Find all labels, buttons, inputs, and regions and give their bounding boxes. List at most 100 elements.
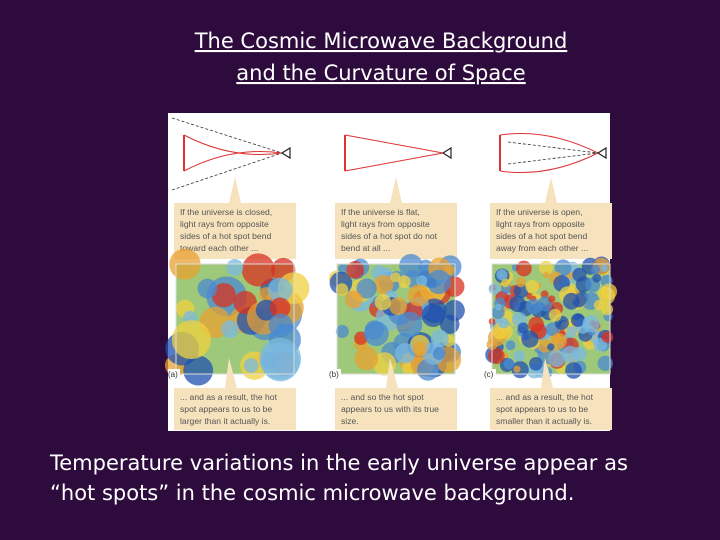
cmb-spot	[335, 283, 349, 296]
caption-text: sides of a hot spot do not	[341, 231, 438, 241]
cmb-spot	[491, 306, 505, 320]
cmb-spot	[426, 269, 452, 295]
cmb-spot	[432, 347, 446, 360]
cmb-spot	[513, 365, 521, 373]
cmb-spot	[540, 290, 549, 299]
cmb-map-frame	[491, 263, 611, 375]
caption-text: appears to us with its true	[341, 404, 439, 414]
cmb-spot	[407, 284, 430, 307]
cmb-spot	[501, 278, 510, 288]
slide-footer: Temperature variations in the early univ…	[49, 451, 628, 475]
apparent-ray	[171, 152, 283, 191]
caption-text: light rays from opposite	[341, 219, 430, 229]
cmb-spot	[243, 358, 259, 373]
cmb-spot	[338, 263, 349, 275]
cmb-spot	[550, 332, 567, 349]
cmb-spot	[226, 259, 244, 277]
cmb-spot	[570, 313, 585, 327]
cmb-spot	[356, 278, 377, 299]
caption-box	[174, 177, 296, 259]
caption-text: smaller than it actually is.	[496, 416, 592, 426]
cmb-map-frame	[175, 263, 295, 375]
cmb-spot	[268, 313, 293, 338]
caption-text: bend at all ...	[341, 243, 390, 253]
observer-eye	[596, 146, 607, 160]
caption-box	[174, 358, 296, 430]
panel-label: (a)	[168, 370, 178, 379]
panel: If the universe is open, light rays from …	[484, 133, 618, 430]
cmb-spot	[171, 320, 211, 360]
cmb-spot	[600, 283, 618, 300]
cmb-spot	[582, 315, 600, 333]
caption-text: ... and so the hot spot	[341, 392, 424, 402]
cmb-spot	[363, 321, 389, 347]
caption-text: sides of a hot spot bend	[180, 231, 271, 241]
cmb-spot	[515, 260, 532, 277]
cmb-spot	[597, 355, 613, 371]
caption-box	[335, 358, 457, 430]
cmb-spot	[488, 347, 505, 365]
caption-box	[490, 177, 612, 259]
cmb-spot	[528, 316, 544, 333]
cmb-spot	[601, 331, 614, 343]
cmb-spot	[412, 341, 428, 357]
cmb-spot	[526, 298, 542, 315]
observer-eye	[280, 146, 291, 160]
caption-text: spot appears to us to be	[496, 404, 588, 414]
slide-title: and the Curvature of Space	[236, 61, 525, 85]
caption-box	[335, 177, 457, 259]
figure: If the universe is closed, light rays fro…	[164, 117, 618, 430]
cmb-spot	[517, 322, 529, 334]
cmb-spot	[221, 320, 239, 339]
observer-eye	[441, 146, 452, 160]
cmb-spot	[572, 346, 587, 362]
cmb-spot	[259, 337, 302, 380]
caption-text: ... and as a result, the hot	[180, 392, 278, 402]
cmb-spot	[513, 283, 529, 299]
cmb-spot	[396, 311, 423, 338]
cmb-map-frame	[336, 263, 456, 375]
caption-text: If the universe is flat,	[341, 207, 420, 217]
cmb-spot	[373, 274, 394, 295]
caption-text: sides of a hot spot bend	[496, 231, 587, 241]
cmb-spot	[505, 340, 516, 351]
caption-text: light rays from opposite	[496, 219, 585, 229]
label-bg	[168, 369, 180, 379]
panel: If the universe is closed, light rays fro…	[164, 117, 310, 430]
caption-text: larger than it actually is.	[180, 416, 270, 426]
cmb-spot	[521, 330, 539, 348]
caption-text: ... and as a result, the hot	[496, 392, 594, 402]
caption-text: toward each other ...	[180, 243, 258, 253]
cmb-spot	[548, 308, 562, 322]
panel-label: (b)	[329, 370, 339, 379]
apparent-ray	[507, 152, 599, 165]
slide-title: The Cosmic Microwave Background	[194, 29, 568, 53]
cmb-spot	[592, 273, 602, 283]
cmb-spot	[509, 295, 526, 313]
label-bg	[484, 369, 496, 379]
cmb-spot	[183, 355, 214, 386]
cmb-spot	[354, 346, 379, 371]
cmb-spot	[495, 303, 502, 311]
cmb-spot	[374, 294, 392, 311]
light-ray	[183, 151, 283, 172]
cmb-spot	[547, 343, 555, 351]
cmb-spot	[390, 272, 401, 283]
cmb-spot	[267, 277, 293, 303]
apparent-ray	[171, 117, 283, 154]
caption-text: away from each other ...	[496, 243, 588, 253]
cmb-spot	[335, 324, 349, 338]
texts: The Cosmic Microwave Background and the C…	[49, 29, 628, 505]
light-ray	[344, 134, 444, 154]
cmb-spot	[547, 295, 556, 303]
light-ray	[499, 133, 599, 154]
cmb-spot	[389, 297, 408, 316]
cmb-spot	[416, 275, 428, 287]
panel: If the universe is flat, light rays from …	[329, 134, 465, 430]
cmb-spot	[565, 362, 582, 379]
cmb-spot	[529, 357, 543, 371]
cmb-spot	[513, 350, 525, 362]
cmb-spot	[566, 326, 577, 338]
